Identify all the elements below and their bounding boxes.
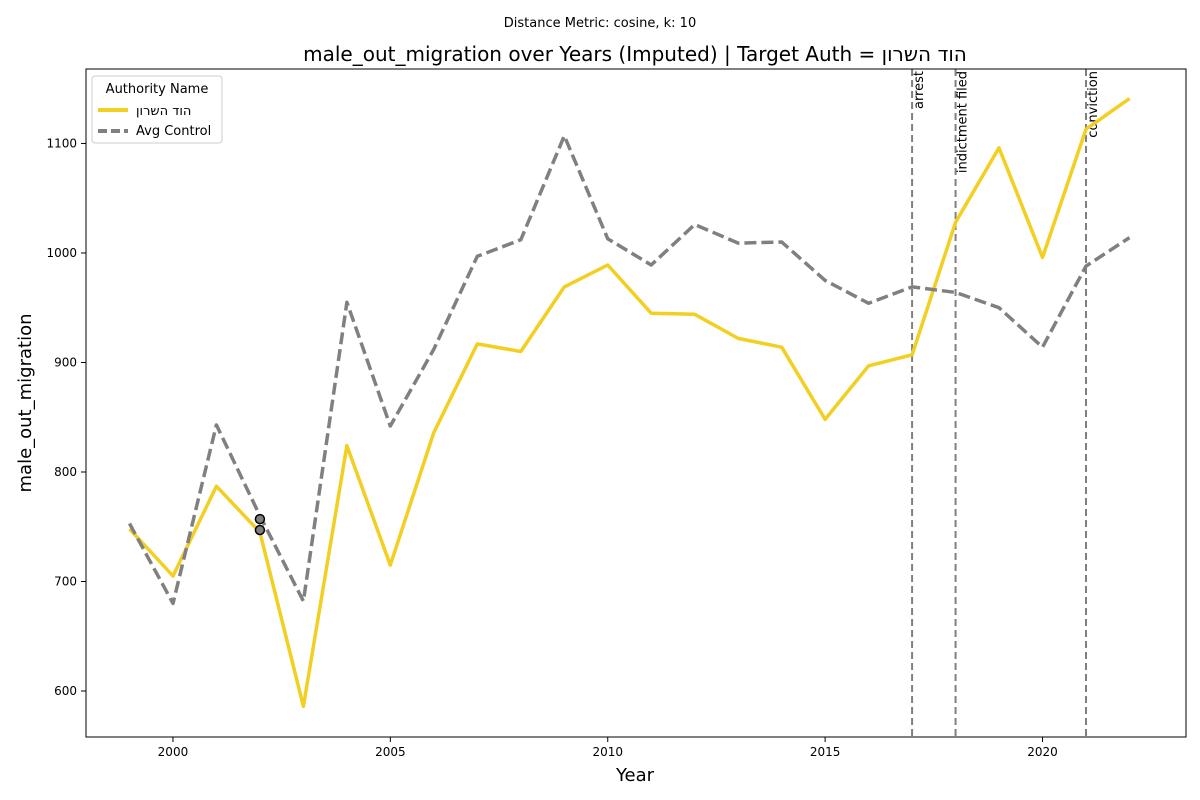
plot-frame xyxy=(85,68,1187,738)
x-tick-label-4: 2020 xyxy=(1027,745,1058,759)
y-tick-label-0: 600 xyxy=(54,684,77,698)
x-axis-label: Year xyxy=(615,765,655,786)
y-tick-label-2: 800 xyxy=(54,465,77,479)
x-tick-label-2: 2010 xyxy=(592,745,623,759)
legend: Authority Name הוד השרון Avg Control xyxy=(91,75,223,144)
y-axis: 600 700 800 900 1000 1100 xyxy=(46,136,86,698)
data-marker-0 xyxy=(254,513,266,525)
chart-title: male_out_migration over Years (Imputed) … xyxy=(303,42,967,66)
y-tick-label-4: 1000 xyxy=(46,246,77,260)
data-marker-1 xyxy=(254,524,266,536)
x-tick-label-1: 2005 xyxy=(375,745,406,759)
y-tick-label-5: 1100 xyxy=(46,136,77,150)
event-label-0: arrest xyxy=(912,71,927,109)
legend-box xyxy=(91,75,223,144)
legend-entry-avg-control: Avg Control xyxy=(136,124,211,139)
y-tick-label-3: 900 xyxy=(54,355,77,369)
plot-area: arrest indictment filed conviction xyxy=(127,69,1131,737)
x-tick-label-3: 2015 xyxy=(810,745,841,759)
series-line-1 xyxy=(127,134,1131,606)
legend-title: Authority Name xyxy=(106,82,209,97)
series-line-0 xyxy=(128,97,1131,709)
event-label-1: indictment filed xyxy=(956,71,971,173)
chart-suptitle: Distance Metric: cosine, k: 10 xyxy=(504,16,696,31)
legend-entry-target: הוד השרון xyxy=(136,104,191,119)
y-axis-label: male_out_migration xyxy=(15,314,36,493)
y-tick-label-1: 700 xyxy=(54,574,77,588)
x-axis: 2000 2005 2010 2015 2020 xyxy=(158,737,1058,759)
x-tick-label-0: 2000 xyxy=(158,745,189,759)
